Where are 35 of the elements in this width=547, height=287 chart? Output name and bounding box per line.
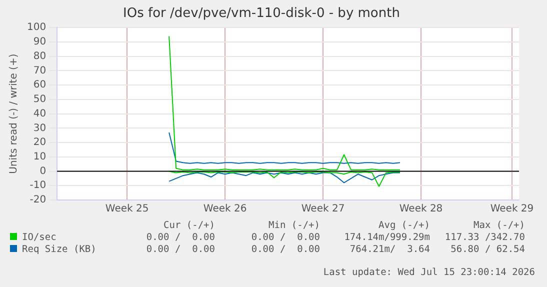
legend-label: Req Size (KB) — [21, 244, 98, 255]
text: 0.00 / 0.00 — [250, 232, 320, 243]
x-tick-label: Week 28 — [399, 204, 443, 215]
text: 0.00 / 0.00 — [250, 244, 320, 255]
y-tick-label: 60 — [33, 80, 46, 91]
y-tick-label: 90 — [33, 36, 46, 48]
y-tick-label: 40 — [33, 108, 46, 120]
x-tick-label: Week 27 — [301, 204, 345, 215]
text: Last update: Wed Jul 15 23:00:14 2026 — [323, 267, 535, 278]
y-tick-label: 20 — [33, 137, 46, 148]
text: 0.00 / 0.00 — [145, 232, 215, 243]
y-tick-label: 70 — [33, 65, 46, 76]
text: 174.14m/999.29m — [343, 232, 430, 243]
y-axis-title: Units read (-) / write (+) — [8, 54, 20, 174]
text: 0.00 / 0.00 — [145, 244, 215, 255]
x-tick-label: Week 25 — [105, 204, 149, 215]
y-tick-label: 100 — [26, 22, 46, 34]
y-tick-label: 80 — [33, 50, 46, 62]
y-tick-label: -10 — [30, 180, 46, 192]
text: Min (-/+) — [268, 220, 320, 231]
text: 56.80 / 62.54 — [450, 244, 525, 255]
text: Max (-/+) — [472, 220, 525, 231]
legend-label: IO/sec — [21, 232, 58, 243]
text: Cur (-/+) — [162, 220, 215, 231]
y-tick-label: 30 — [33, 122, 46, 134]
text: 764.21m/ 3.64 — [348, 244, 430, 255]
text: 117.33 /342.70 — [444, 232, 525, 243]
text: Avg (-/+) — [378, 220, 430, 231]
y-tick-label: -20 — [30, 194, 46, 206]
y-tick-label: 50 — [33, 94, 46, 106]
x-tick-label: Week 26 — [203, 204, 247, 215]
y-tick-label: 0 — [40, 166, 46, 177]
y-tick-label: 10 — [33, 151, 46, 162]
chart-title: IOs for /dev/pve/vm-110-disk-0 - by month — [123, 6, 400, 22]
x-tick-label: Week 29 — [490, 204, 534, 215]
